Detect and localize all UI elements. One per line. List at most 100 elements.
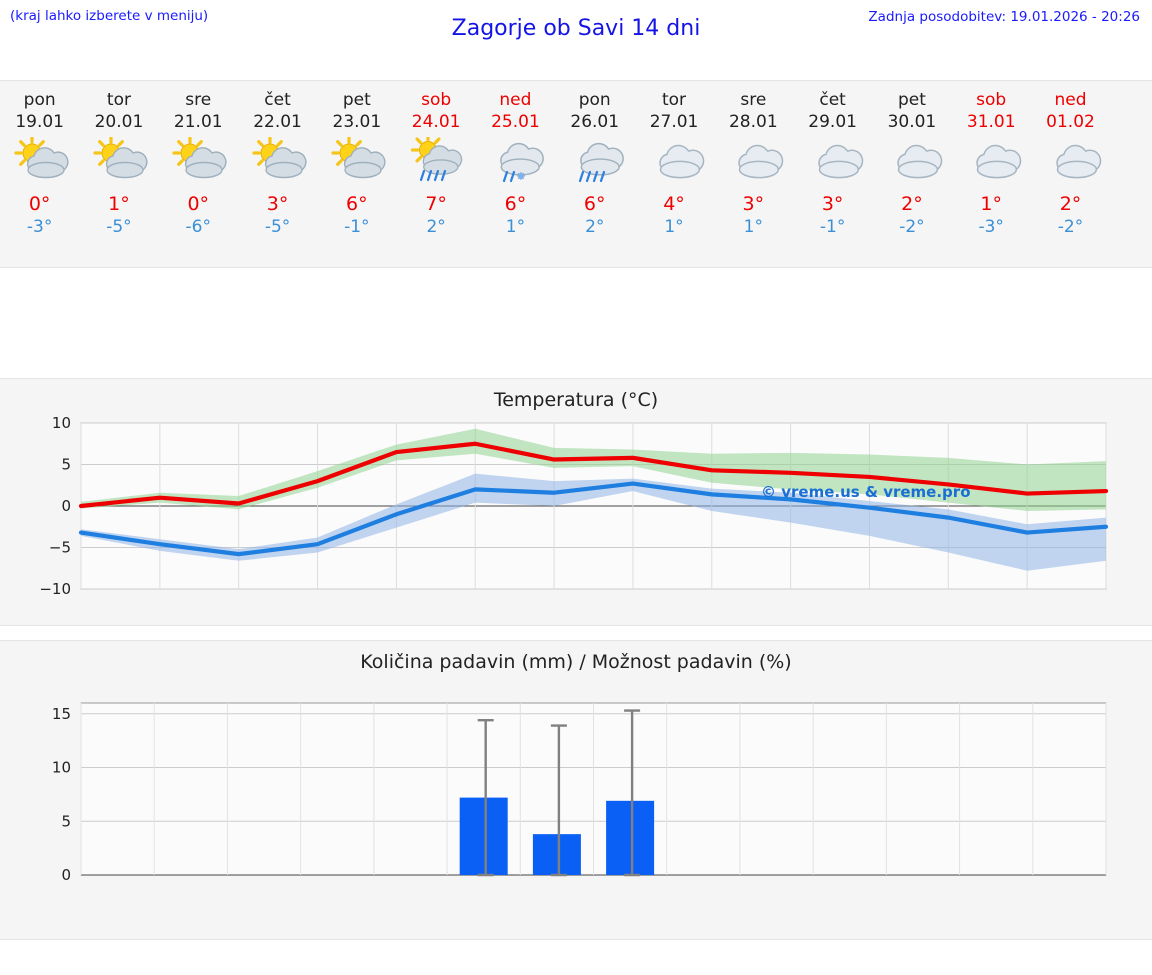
svg-text:10: 10: [52, 414, 71, 432]
forecast-day-column[interactable]: čet 29.01 3° -1°: [793, 81, 872, 267]
forecast-day-column[interactable]: tor 27.01 4° 1°: [634, 81, 713, 267]
min-temperature: 1°: [743, 217, 763, 237]
location-menu-note: (kraj lahko izberete v meniju): [10, 8, 209, 24]
svg-text:10: 10: [52, 759, 71, 777]
day-date: 19.01: [15, 112, 64, 132]
min-temperature: -1°: [819, 217, 846, 237]
last-update-timestamp: Zadnja posodobitev: 19.01.2026 - 20:26: [868, 9, 1140, 25]
forecast-day-column[interactable]: pon 19.01 0° -3°: [0, 81, 79, 267]
max-temperature: 1°: [108, 193, 130, 215]
day-date: 31.01: [966, 112, 1016, 132]
cloud-icon: [721, 137, 785, 187]
day-of-week: pet: [897, 90, 926, 110]
chart-credit: © vreme.us & vreme.pro: [761, 483, 971, 501]
day-date: 24.01: [411, 112, 461, 132]
max-temperature: 3°: [821, 193, 844, 215]
min-temperature: -5°: [264, 217, 291, 237]
forecast-day-column[interactable]: tor 20.01 1° -5°: [79, 81, 158, 267]
day-of-week: pet: [342, 90, 371, 110]
max-temperature: 6°: [346, 193, 368, 215]
svg-text:0: 0: [61, 497, 71, 515]
svg-text:5: 5: [61, 456, 71, 474]
day-date: 28.01: [728, 112, 778, 132]
min-temperature: -1°: [344, 217, 370, 237]
min-temperature: -5°: [106, 217, 132, 237]
day-date: 20.01: [94, 112, 144, 132]
temperature-chart: −10 −5 0 5 10 © vreme.us & vreme.pro: [39, 414, 1109, 598]
precipitation-bar: [532, 834, 581, 875]
max-temperature: 6°: [583, 193, 606, 215]
cloud-icon: [880, 137, 944, 187]
day-of-week: sob: [976, 90, 1007, 110]
forecast-day-column[interactable]: ned 25.01 6° 1°: [476, 81, 555, 267]
svg-text:−10: −10: [39, 580, 71, 598]
cloud-icon: [959, 137, 1023, 187]
page-header: (kraj lahko izberete v meniju) Zagorje o…: [0, 0, 1152, 58]
forecast-day-column[interactable]: pet 23.01 6° -1°: [317, 81, 396, 267]
svg-text:0: 0: [61, 866, 71, 884]
sun-cloud-icon: [246, 135, 310, 187]
forecast-day-column[interactable]: sre 28.01 3° 1°: [714, 81, 793, 267]
forecast-day-column[interactable]: pon 26.01 6° 2°: [555, 81, 634, 267]
forecast-day-column[interactable]: čet 22.01 3° -5°: [238, 81, 317, 267]
forecast-day-column[interactable]: sob 24.01 7° 2°: [396, 81, 475, 267]
precipitation-bar: [606, 800, 655, 875]
temperature-chart-title: Temperatura (°C): [493, 389, 659, 411]
day-date: 26.01: [570, 112, 620, 132]
svg-text:5: 5: [61, 812, 71, 830]
forecast-day-column[interactable]: pet 30.01 2° -2°: [872, 81, 951, 267]
max-temperature: 1°: [980, 193, 1002, 215]
forecast-day-column[interactable]: sre 21.01 0° -6°: [159, 81, 238, 267]
min-temperature: 1°: [664, 217, 684, 237]
min-temperature: 2°: [585, 217, 605, 237]
sun-cloud-icon: [166, 135, 230, 187]
day-of-week: čet: [264, 90, 291, 110]
precipitation-chart-title: Količina padavin (mm) / Možnost padavin …: [360, 651, 792, 673]
day-of-week: tor: [106, 90, 131, 110]
day-date: 23.01: [332, 112, 382, 132]
day-of-week: ned: [1054, 90, 1087, 110]
forecast-day-column[interactable]: sob 31.01 1° -3°: [952, 81, 1031, 267]
min-temperature: 1°: [505, 217, 526, 237]
day-of-week: sre: [185, 90, 212, 110]
forecast-day-column[interactable]: ned 01.02 2° -2°: [1031, 81, 1110, 267]
min-temperature: -3°: [26, 217, 53, 237]
cloud-icon: [642, 137, 706, 187]
day-date: 21.01: [173, 112, 223, 132]
page-title: Zagorje ob Savi 14 dni: [451, 16, 701, 41]
sun-cloud-icon: [325, 135, 389, 187]
max-temperature: 0°: [187, 193, 210, 215]
max-temperature: 3°: [266, 193, 289, 215]
day-date: 30.01: [887, 112, 937, 132]
min-temperature: -6°: [185, 217, 211, 237]
precipitation-chart-panel: Količina padavin (mm) / Možnost padavin …: [0, 640, 1152, 940]
day-of-week: pon: [23, 90, 56, 110]
cloud-sleet-icon: [483, 137, 547, 187]
svg-text:−5: −5: [49, 539, 71, 557]
temperature-chart-panel: Temperatura (°C) −10 −5 0 5 10 © vreme.us & v…: [0, 378, 1152, 626]
min-temperature: -2°: [899, 217, 925, 237]
day-date: 29.01: [808, 112, 857, 132]
min-temperature: -2°: [1057, 217, 1084, 237]
day-date: 25.01: [491, 112, 540, 132]
svg-text:15: 15: [52, 705, 71, 723]
precipitation-chart: 0 5 10 15: [52, 702, 1107, 884]
cloud-rain-icon: [563, 137, 627, 187]
sun-cloud-icon: [8, 135, 72, 187]
precipitation-bar: [459, 797, 508, 875]
max-temperature: 6°: [504, 193, 527, 215]
cloud-icon: [1039, 137, 1103, 187]
max-temperature: 0°: [28, 193, 51, 215]
max-temperature: 7°: [425, 193, 447, 215]
daily-forecast-strip: pon 19.01 0° -3° tor 20.01 1° -5° sre 21.01 0° -6° č…: [0, 80, 1152, 268]
max-temperature: 2°: [901, 193, 923, 215]
day-date: 22.01: [253, 112, 302, 132]
day-of-week: tor: [661, 90, 687, 110]
day-of-week: čet: [819, 90, 846, 110]
max-temperature: 4°: [663, 193, 685, 215]
min-temperature: -3°: [978, 217, 1004, 237]
day-of-week: ned: [499, 90, 532, 110]
day-of-week: sob: [421, 90, 452, 110]
sun-cloud-rain-icon: [404, 132, 468, 187]
